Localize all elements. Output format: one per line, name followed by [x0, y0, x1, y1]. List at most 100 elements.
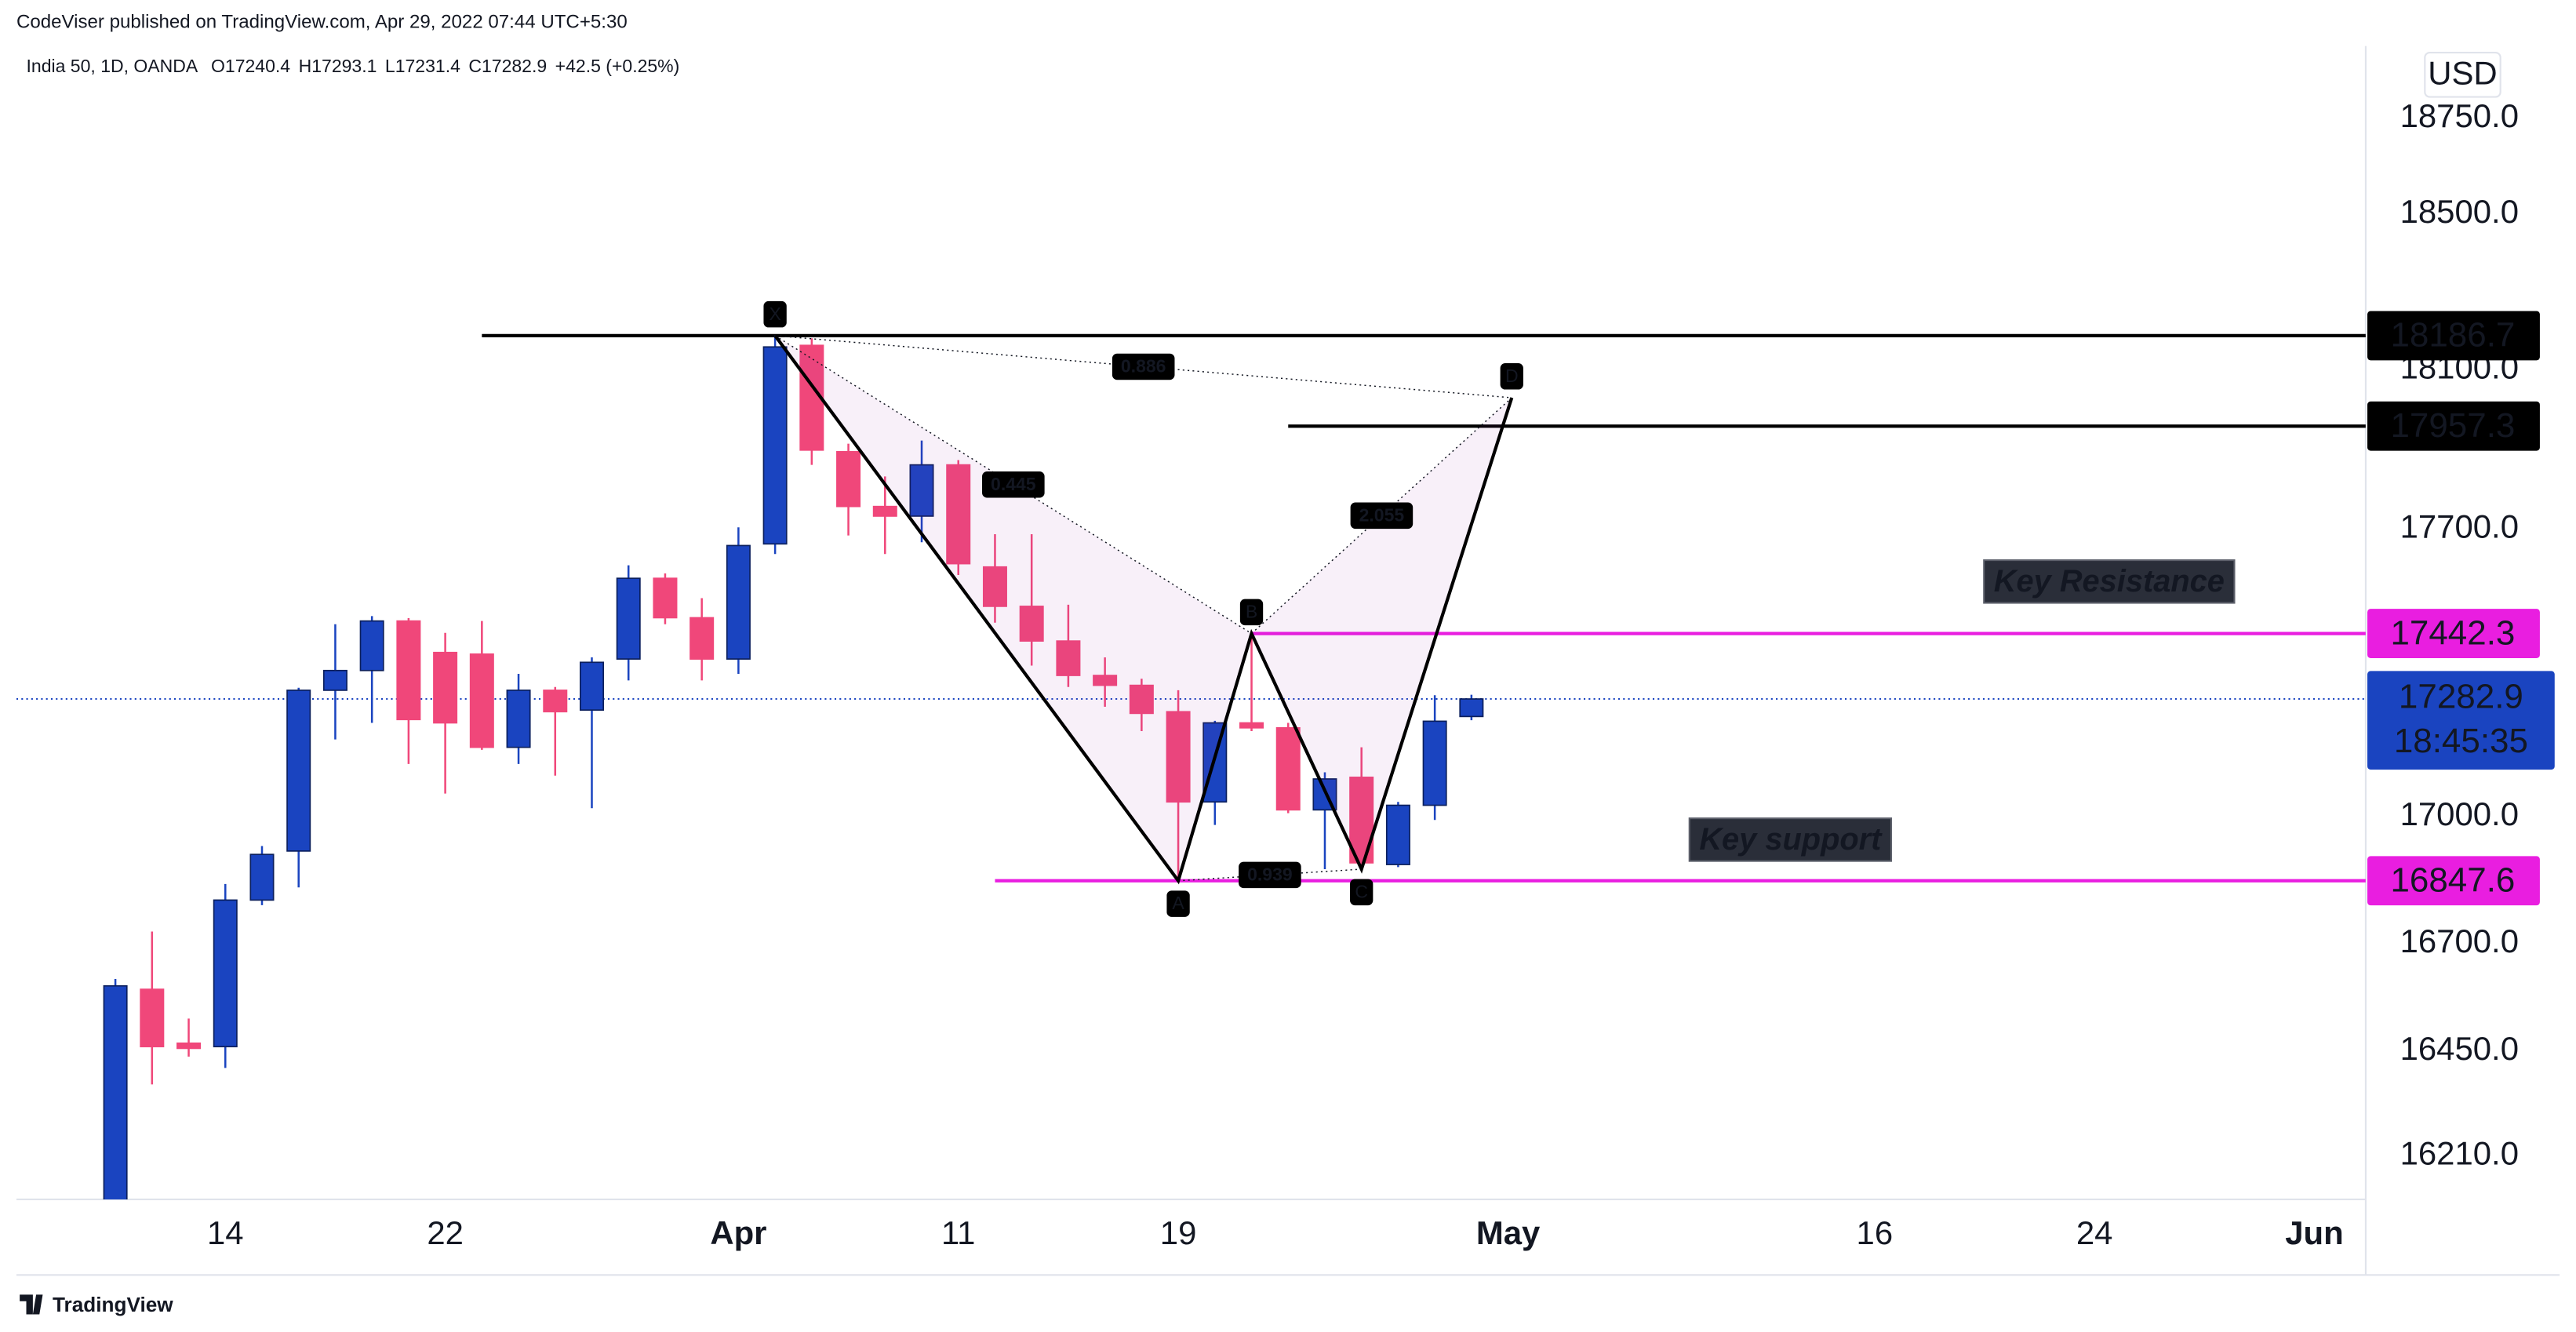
ratio-box [982, 471, 1045, 498]
candle-body [1093, 675, 1118, 686]
point-label: C [1355, 881, 1368, 901]
x-tick-label: 16 [1857, 1214, 1894, 1251]
ohlc-change: +42.5 (+0.25%) [555, 56, 680, 76]
logo [20, 1294, 43, 1315]
candle-body [359, 620, 384, 671]
candle-body [909, 464, 934, 517]
candle-body [616, 577, 641, 660]
x-tick-label: 24 [2076, 1214, 2113, 1251]
x-tick-label: 19 [1160, 1214, 1197, 1251]
note-label: Key Resistance [1994, 564, 2225, 599]
note-box [1688, 817, 1893, 862]
plot [16, 333, 2366, 1199]
note-box [1983, 559, 2236, 604]
publisher: CodeViser published on TradingView.com, … [16, 12, 628, 33]
candle-body [1275, 726, 1301, 811]
point-box [1239, 599, 1264, 626]
candle-body [762, 346, 788, 545]
level-label-box [2367, 401, 2540, 451]
x-tick-label: May [1476, 1214, 1541, 1251]
candle-body [580, 661, 605, 711]
point-box [1350, 879, 1374, 906]
pattern-area [775, 335, 1252, 881]
candle-body [872, 505, 897, 517]
y-tick-label: 16450.0 [2400, 1030, 2519, 1067]
x-tick-label: 11 [941, 1214, 975, 1251]
y-tick-label: 16210.0 [2400, 1134, 2519, 1171]
candle-body [1056, 640, 1081, 676]
level-label: 17442.3 [2390, 613, 2515, 652]
pattern-area [1251, 398, 1512, 870]
y-tick-label: 18500.0 [2400, 193, 2519, 230]
pattern-leg [773, 334, 1514, 885]
y-tick-label: 17700.0 [2400, 508, 2519, 544]
current-price-box [2367, 671, 2555, 770]
ratio-box [1112, 353, 1175, 380]
x-tick-label: 22 [427, 1214, 464, 1251]
candle-body [543, 690, 568, 713]
candle-body [1129, 684, 1154, 715]
point-label: X [769, 304, 780, 324]
candle-body [982, 566, 1007, 607]
currency-box[interactable] [2424, 52, 2501, 98]
level-label: 17957.3 [2390, 406, 2515, 445]
ohlc-close: C17282.9 [468, 56, 547, 76]
point-box [763, 300, 787, 328]
level-label-box [2367, 311, 2540, 361]
candle-body [726, 544, 751, 660]
y-tick-label: 17000.0 [2400, 795, 2519, 832]
ohlc-low: L17231.4 [385, 56, 460, 76]
candle-body [433, 651, 458, 724]
candle-body [469, 653, 494, 748]
point-box [1500, 363, 1523, 390]
ohlc-open: O17240.4 [211, 56, 290, 76]
y-tick-label: 18750.0 [2400, 97, 2519, 134]
x-tick-label: 14 [207, 1214, 244, 1251]
candle-body [836, 450, 861, 508]
candle-body [1239, 722, 1264, 729]
candle-body [103, 984, 128, 1199]
candle-body [946, 464, 971, 565]
countdown-label: 18:45:35 [2394, 722, 2528, 760]
level-label: 16847.6 [2390, 861, 2515, 899]
candle-body [249, 853, 275, 901]
ratio-label: 0.886 [1121, 356, 1166, 377]
candle-body [396, 620, 421, 721]
candle-body [286, 690, 311, 852]
candle-body [1459, 698, 1484, 718]
point-label: A [1172, 893, 1184, 913]
y-tick-label: 16700.0 [2400, 923, 2519, 959]
ratio-box [1239, 861, 1301, 889]
ratio-line [1178, 868, 1362, 882]
candle-body [213, 899, 238, 1048]
level-label-box [2367, 856, 2540, 906]
ratio-label: 0.445 [991, 474, 1036, 494]
ratio-label: 2.055 [1359, 504, 1405, 525]
candle-body [1422, 720, 1447, 806]
note-label: Key support [1699, 822, 1883, 857]
currency[interactable]: USD [2428, 54, 2497, 91]
level-label-box [2367, 609, 2540, 659]
candle-body [176, 1042, 202, 1050]
candle-body [140, 988, 165, 1048]
ohlc-high: H17293.1 [299, 56, 377, 76]
point-label: D [1505, 366, 1519, 386]
legend: India 50, 1D, OANDA O17240.4 H17293.1 L1723… [27, 56, 680, 76]
candle-body [1385, 804, 1410, 865]
ratio-box [1350, 502, 1414, 530]
footer: TradingView [53, 1293, 173, 1316]
point-box [1166, 890, 1190, 917]
candle-body [1166, 711, 1191, 803]
candle-body [1019, 606, 1044, 642]
x-tick-label: Jun [2285, 1214, 2343, 1251]
candle-body [506, 690, 531, 748]
x-tick-label: Apr [710, 1214, 766, 1251]
ratio-label: 0.939 [1247, 864, 1293, 885]
candle-body [322, 669, 347, 691]
level-label: 18186.7 [2390, 316, 2515, 355]
current-price-label: 17282.9 [2399, 678, 2523, 716]
symbol: India 50, 1D, OANDA [27, 56, 198, 76]
